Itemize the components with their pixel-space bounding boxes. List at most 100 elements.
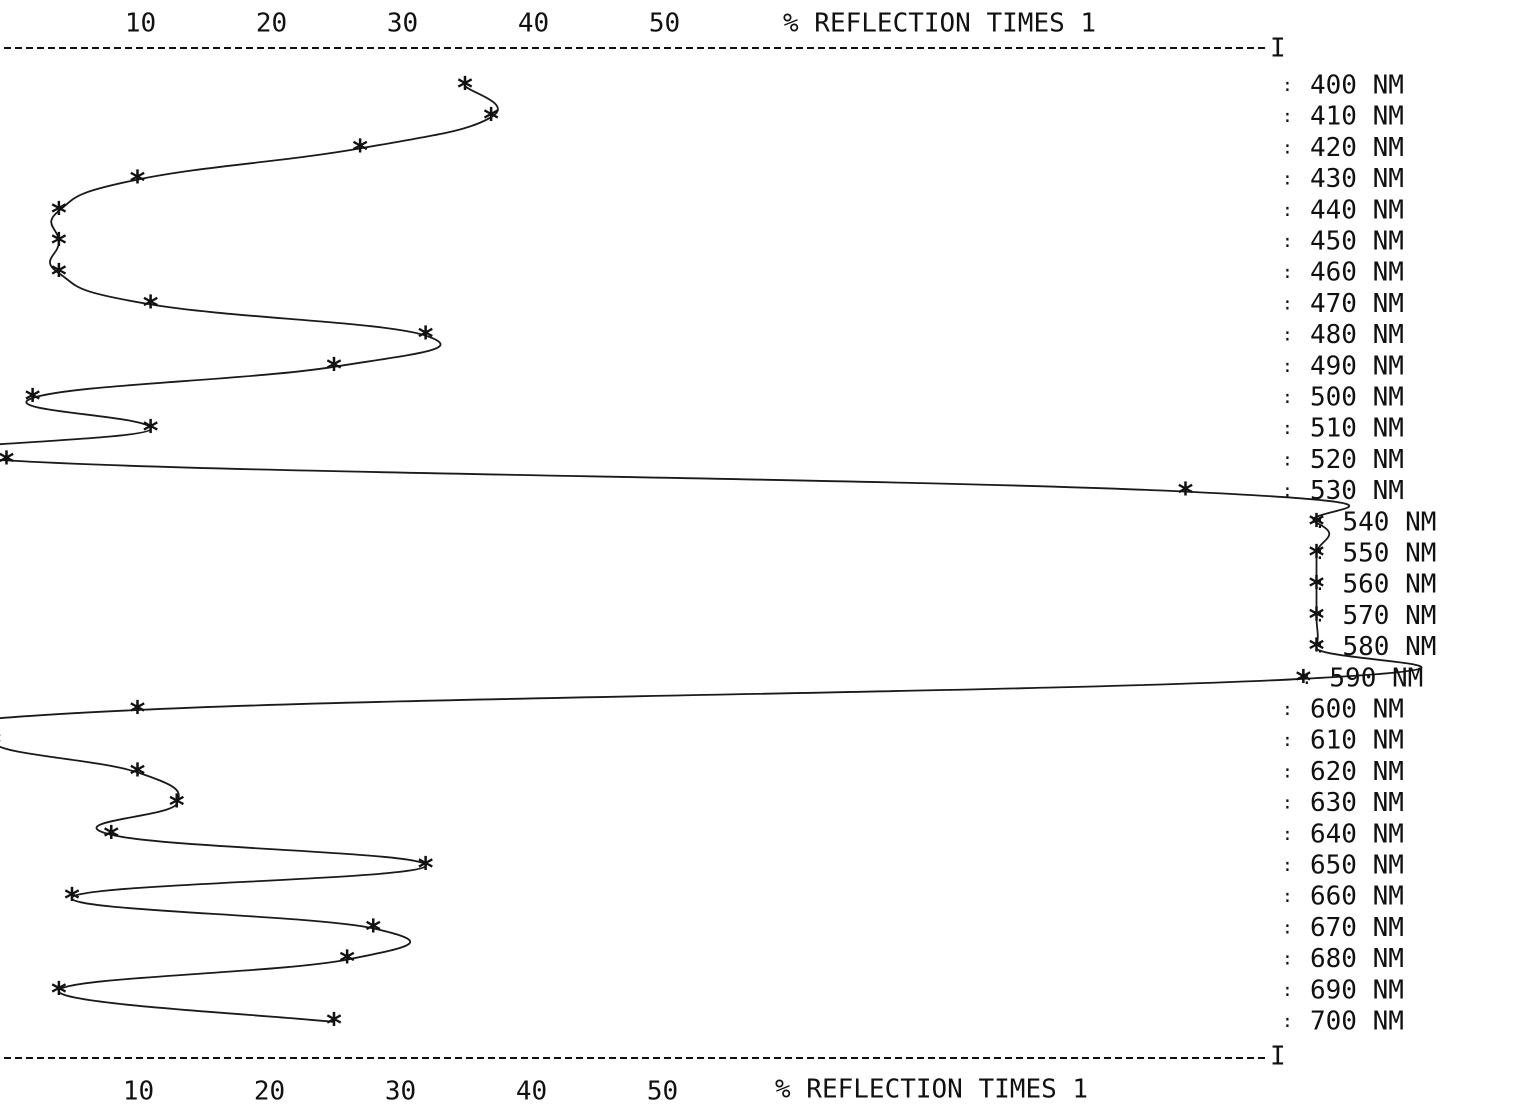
marker-layer: *******************************	[0, 72, 1326, 1043]
wavelength-label: 500 NM	[1310, 383, 1404, 413]
data-point-marker: *	[0, 446, 16, 481]
top-tick-label: 40	[518, 9, 549, 39]
row-colon-mark: :	[1282, 730, 1293, 751]
reflection-curve	[0, 85, 1423, 1023]
top-tick-label: 20	[256, 9, 287, 39]
row-colon-mark: :	[1282, 917, 1293, 938]
data-point-marker: *	[50, 976, 68, 1011]
data-point-marker: *	[417, 321, 435, 356]
top-border-end-marker: I	[1270, 34, 1286, 64]
wavelength-label-layer: :400 NM: 410 NM: 420 NM: 430 NM: 440 NM: 450 …	[1282, 71, 1436, 1037]
data-point-marker: *	[128, 758, 146, 793]
data-point-marker: *	[417, 852, 435, 887]
data-point-marker: *	[128, 696, 146, 731]
row-colon-mark: :	[1282, 262, 1293, 283]
row-colon-mark: :	[1282, 699, 1293, 720]
row-colon-mark: :	[1282, 855, 1293, 876]
data-point-marker: *	[1294, 664, 1312, 699]
bottom-tick-label: 40	[516, 1077, 547, 1107]
wavelength-label: 580 NM	[1343, 632, 1437, 662]
row-colon-mark: :	[1282, 169, 1293, 190]
row-colon-mark: :	[1315, 605, 1326, 626]
wavelength-label: 600 NM	[1310, 695, 1404, 725]
bottom-border-end-marker: I	[1270, 1042, 1286, 1072]
row-colon-mark: :	[1282, 449, 1293, 470]
row-colon-mark: :	[1282, 824, 1293, 845]
data-point-marker: *	[325, 352, 343, 387]
data-point-marker: *	[325, 1008, 343, 1043]
wavelength-label: 520 NM	[1310, 445, 1404, 475]
wavelength-label: 490 NM	[1310, 351, 1404, 381]
wavelength-label: 430 NM	[1310, 164, 1404, 194]
top-tick-label: 50	[649, 9, 680, 39]
row-colon-mark: :	[1315, 543, 1326, 564]
row-colon-mark: :	[1282, 293, 1293, 314]
row-colon-mark: :	[1282, 231, 1293, 252]
wavelength-label: 410 NM	[1310, 102, 1404, 132]
row-colon-mark: :	[1282, 75, 1293, 96]
row-colon-mark: :	[1282, 387, 1293, 408]
data-point-marker: *	[63, 883, 81, 918]
data-point-marker: *	[102, 820, 120, 855]
data-point-marker: *	[351, 134, 369, 169]
row-colon-mark: :	[1315, 637, 1326, 658]
wavelength-label: 590 NM	[1329, 663, 1423, 693]
row-colon-mark: :	[1282, 481, 1293, 502]
row-colon-mark: :	[1282, 793, 1293, 814]
wavelength-label: 450 NM	[1310, 227, 1404, 257]
wavelength-label: 530 NM	[1310, 476, 1404, 506]
data-point-marker: *	[1307, 540, 1325, 575]
wavelength-label: 670 NM	[1310, 913, 1404, 943]
top-tick-label: 30	[387, 9, 418, 39]
top-axis: 10 20 30 40 50 % REFLECTION TIMES 1	[125, 9, 1096, 39]
wavelength-label: 700 NM	[1310, 1007, 1404, 1037]
bottom-tick-label: 20	[254, 1077, 285, 1107]
row-colon-mark: :	[1282, 200, 1293, 221]
top-axis-title: % REFLECTION TIMES 1	[783, 9, 1096, 39]
wavelength-label: 570 NM	[1343, 601, 1437, 631]
bottom-tick-label: 50	[647, 1077, 678, 1107]
wavelength-label: 610 NM	[1310, 726, 1404, 756]
data-point-marker: *	[482, 103, 500, 138]
chart-borders: II	[4, 34, 1286, 1072]
wavelength-label: 620 NM	[1310, 757, 1404, 787]
wavelength-label: 480 NM	[1310, 320, 1404, 350]
curve-layer	[0, 85, 1423, 1023]
data-point-marker: *	[142, 290, 160, 325]
wavelength-label: 690 NM	[1310, 975, 1404, 1005]
row-colon-mark: :	[1282, 1011, 1293, 1032]
row-colon-mark: :	[1315, 512, 1326, 533]
bottom-tick-label: 30	[385, 1077, 416, 1107]
wavelength-label: 440 NM	[1310, 195, 1404, 225]
row-colon-mark: :	[1282, 325, 1293, 346]
data-point-marker: *	[50, 228, 68, 263]
row-colon-mark: :	[1282, 106, 1293, 127]
data-point-marker: *	[1307, 571, 1325, 606]
wavelength-label: 660 NM	[1310, 882, 1404, 912]
data-point-marker: *	[168, 789, 186, 824]
data-point-marker: *	[456, 72, 474, 107]
wavelength-label: 550 NM	[1343, 539, 1437, 569]
row-colon-mark: :	[1282, 949, 1293, 970]
wavelength-label: 540 NM	[1343, 507, 1437, 537]
wavelength-label: 650 NM	[1310, 851, 1404, 881]
data-point-marker: *	[1307, 508, 1325, 543]
data-point-marker: *	[0, 727, 2, 762]
wavelength-label: 420 NM	[1310, 133, 1404, 163]
row-colon-mark: :	[1315, 574, 1326, 595]
wavelength-label: 400 NM	[1310, 71, 1404, 101]
data-point-marker: *	[142, 415, 160, 450]
row-colon-mark: :	[1282, 980, 1293, 1001]
top-tick-label: 10	[125, 9, 156, 39]
row-colon-mark: :	[1282, 886, 1293, 907]
data-point-marker: *	[50, 196, 68, 231]
row-colon-mark: :	[1301, 668, 1312, 689]
row-colon-mark: :	[1282, 761, 1293, 782]
row-colon-mark: :	[1282, 137, 1293, 158]
row-colon-mark: :	[1282, 418, 1293, 439]
row-colon-mark: :	[1282, 356, 1293, 377]
wavelength-label: 680 NM	[1310, 944, 1404, 974]
bottom-tick-label: 10	[123, 1077, 154, 1107]
